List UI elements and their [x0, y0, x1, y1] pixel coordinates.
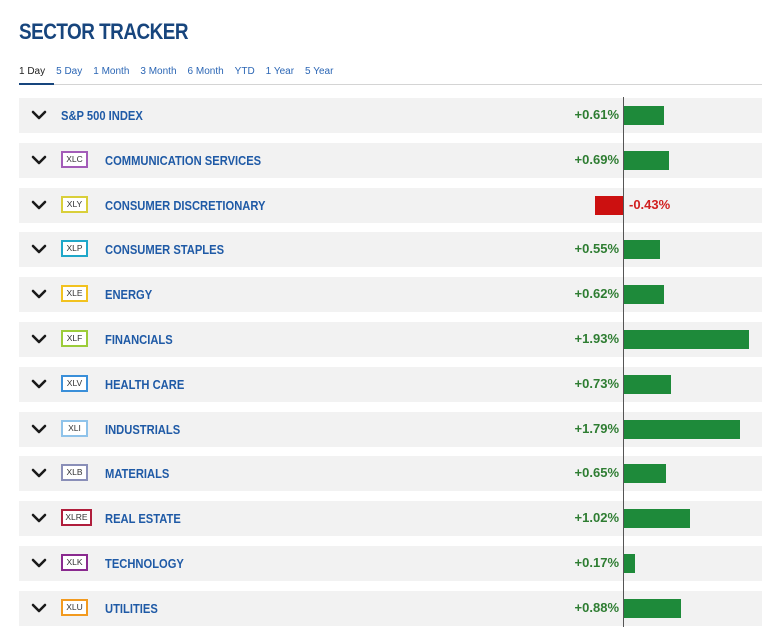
tab-5-year[interactable]: 5 Year	[305, 66, 334, 77]
page-title: SECTOR TRACKER	[19, 19, 189, 44]
change-percent: +1.93%	[574, 331, 619, 346]
sector-row[interactable]: XLRE REAL ESTATE +1.02%	[19, 501, 762, 537]
chevron-down-icon[interactable]	[31, 333, 47, 345]
sector-row[interactable]: XLI INDUSTRIALS +1.79%	[19, 411, 762, 447]
chevron-down-icon[interactable]	[31, 602, 47, 614]
ticker-badge[interactable]: XLRE	[61, 509, 92, 527]
ticker-badge[interactable]: XLP	[61, 240, 88, 258]
negative-change-bar	[595, 195, 623, 215]
chevron-down-icon[interactable]	[31, 557, 47, 569]
ticker-badge[interactable]: XLF	[61, 330, 88, 347]
chevron-down-icon[interactable]	[31, 288, 47, 300]
positive-change-bar	[624, 330, 749, 349]
ticker-badge[interactable]: XLB	[61, 464, 88, 482]
sector-row[interactable]: XLV HEALTH CARE +0.73%	[19, 366, 762, 402]
chevron-down-icon[interactable]	[31, 109, 47, 121]
sector-name[interactable]: REAL ESTATE	[105, 511, 181, 527]
ticker-badge[interactable]: XLV	[61, 374, 88, 392]
sector-row[interactable]: XLU UTILITIES +0.88%	[19, 590, 762, 626]
positive-change-bar	[624, 598, 681, 618]
change-percent: +1.79%	[574, 420, 619, 436]
sector-row[interactable]: XLB MATERIALS +0.65%	[19, 456, 762, 492]
tab-1-month[interactable]: 1 Month	[93, 66, 130, 77]
tab-1-year[interactable]: 1 Year	[265, 66, 295, 77]
sector-row[interactable]: XLK TECHNOLOGY +0.17%	[19, 546, 762, 581]
positive-change-bar	[624, 374, 672, 394]
tab-5-day[interactable]: 5 Day	[56, 66, 83, 77]
change-percent: +0.73%	[574, 375, 619, 391]
sector-name[interactable]: MATERIALS	[105, 466, 170, 482]
sector-name[interactable]: INDUSTRIALS	[105, 421, 181, 437]
tab-1-day[interactable]: 1 Day	[19, 66, 46, 77]
change-percent: -0.43%	[629, 196, 671, 212]
sector-name[interactable]: TECHNOLOGY	[105, 556, 184, 571]
sector-name[interactable]: CONSUMER DISCRETIONARY	[105, 197, 266, 213]
sector-name[interactable]: CONSUMER STAPLES	[105, 242, 225, 258]
sector-row[interactable]: XLC COMMUNICATION SERVICES +0.69%	[19, 142, 762, 178]
chevron-down-icon[interactable]	[31, 423, 47, 435]
change-percent: +0.65%	[574, 465, 619, 481]
ticker-badge[interactable]: XLU	[61, 598, 88, 616]
tab-6-month[interactable]: 6 Month	[187, 66, 224, 77]
sector-name[interactable]: UTILITIES	[105, 600, 158, 616]
change-percent: +0.55%	[574, 241, 619, 257]
chevron-down-icon[interactable]	[31, 243, 47, 255]
chevron-down-icon[interactable]	[31, 467, 47, 479]
tab-3-month[interactable]: 3 Month	[140, 66, 177, 77]
sector-row[interactable]: S&P 500 INDEX +0.61%	[19, 98, 762, 133]
chevron-down-icon[interactable]	[31, 154, 47, 166]
ticker-badge[interactable]: XLK	[61, 554, 88, 571]
positive-change-bar	[624, 419, 740, 439]
tabs-divider	[19, 84, 762, 85]
positive-change-bar	[624, 240, 660, 260]
ticker-badge[interactable]: XLC	[61, 150, 88, 168]
change-percent: +0.88%	[574, 599, 619, 615]
positive-change-bar	[624, 285, 665, 305]
change-percent: +0.69%	[574, 151, 619, 167]
tab-ytd[interactable]: YTD	[234, 66, 255, 77]
ticker-badge[interactable]: XLI	[61, 419, 88, 437]
sector-row[interactable]: XLY CONSUMER DISCRETIONARY -0.43%	[19, 187, 762, 223]
positive-change-bar	[624, 509, 691, 529]
positive-change-bar	[624, 554, 635, 573]
ticker-badge[interactable]: XLE	[61, 285, 88, 303]
zero-axis-line	[623, 97, 624, 627]
change-percent: +0.61%	[574, 107, 619, 122]
change-percent: +1.02%	[574, 510, 619, 526]
sector-name[interactable]: S&P 500 INDEX	[61, 108, 143, 123]
sector-name[interactable]: ENERGY	[105, 287, 153, 303]
sector-name[interactable]: HEALTH CARE	[105, 376, 185, 392]
sector-name[interactable]: COMMUNICATION SERVICES	[105, 152, 262, 168]
sector-row[interactable]: XLP CONSUMER STAPLES +0.55%	[19, 232, 762, 268]
change-percent: +0.17%	[574, 555, 619, 570]
positive-change-bar	[624, 150, 669, 170]
chevron-down-icon[interactable]	[31, 378, 47, 390]
active-tab-indicator	[19, 83, 54, 85]
chevron-down-icon[interactable]	[31, 199, 47, 211]
positive-change-bar	[624, 464, 667, 484]
positive-change-bar	[624, 106, 664, 125]
change-percent: +0.62%	[574, 286, 619, 302]
sector-row[interactable]: XLF FINANCIALS +1.93%	[19, 322, 762, 357]
sector-row[interactable]: XLE ENERGY +0.62%	[19, 277, 762, 313]
sector-name[interactable]: FINANCIALS	[105, 332, 173, 347]
chevron-down-icon[interactable]	[31, 512, 47, 524]
ticker-badge[interactable]: XLY	[61, 195, 88, 213]
timeframe-tabs: 1 Day 5 Day 1 Month 3 Month 6 Month YTD 1 Year…	[19, 66, 344, 77]
